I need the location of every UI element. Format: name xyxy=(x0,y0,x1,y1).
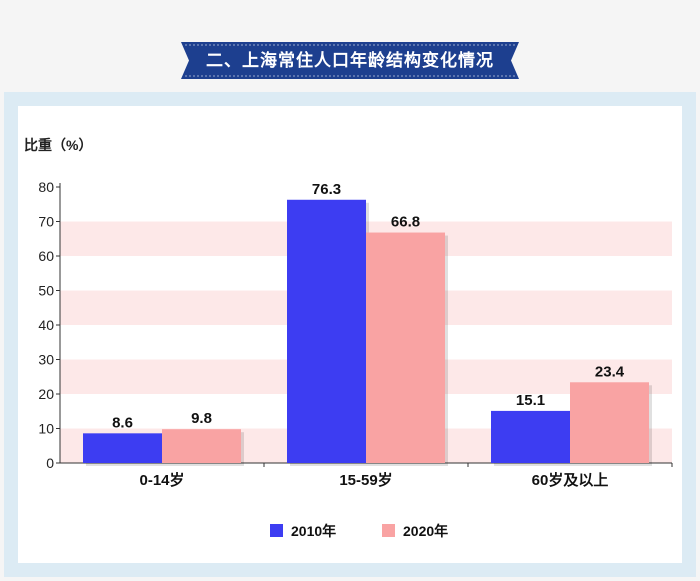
bar-value-label: 76.3 xyxy=(312,181,341,198)
title-banner: 二、上海常住人口年龄结构变化情况 xyxy=(181,42,519,79)
y-tick-label: 60 xyxy=(38,248,54,264)
y-tick-label: 10 xyxy=(38,421,54,437)
legend-label: 2010年 xyxy=(291,523,336,539)
y-tick-label: 80 xyxy=(38,179,54,195)
bar xyxy=(83,433,162,463)
x-tick-label: 15-59岁 xyxy=(339,471,392,489)
bar xyxy=(287,199,366,463)
bar xyxy=(366,232,445,463)
chart-panel: 比重（%） 0 10 20 30 40 50 60 70 80 8.6 9.8 0-14岁 76.3 66.… xyxy=(4,92,696,577)
x-tick-label: 60岁及以上 xyxy=(532,471,609,489)
bar-value-label: 23.4 xyxy=(595,363,625,380)
bar-chart: 比重（%） 0 10 20 30 40 50 60 70 80 8.6 9.8 0-14岁 76.3 66.… xyxy=(24,137,673,539)
bar-value-label: 8.6 xyxy=(112,414,133,431)
legend-label: 2020年 xyxy=(403,523,448,539)
legend-swatch xyxy=(270,524,283,537)
y-axis-title: 比重（%） xyxy=(24,137,92,153)
bar-value-label: 66.8 xyxy=(391,214,420,231)
chart-panel-inner: 比重（%） 0 10 20 30 40 50 60 70 80 8.6 9.8 0-14岁 76.3 66.… xyxy=(18,106,682,563)
bar xyxy=(570,382,649,463)
bar-value-label: 9.8 xyxy=(191,410,212,427)
y-tick-label: 40 xyxy=(38,317,54,333)
y-tick-label: 50 xyxy=(38,283,54,299)
y-tick-label: 30 xyxy=(38,352,54,368)
y-tick-label: 0 xyxy=(46,455,54,471)
x-tick-label: 0-14岁 xyxy=(139,471,184,489)
page-title: 二、上海常住人口年龄结构变化情况 xyxy=(206,51,494,70)
banner-shape xyxy=(181,42,519,79)
y-tick-label: 20 xyxy=(38,386,54,402)
legend-swatch xyxy=(382,524,395,537)
bar-value-label: 15.1 xyxy=(516,392,545,409)
bar xyxy=(491,410,570,463)
bar xyxy=(162,429,241,463)
y-tick-label: 70 xyxy=(38,214,54,230)
